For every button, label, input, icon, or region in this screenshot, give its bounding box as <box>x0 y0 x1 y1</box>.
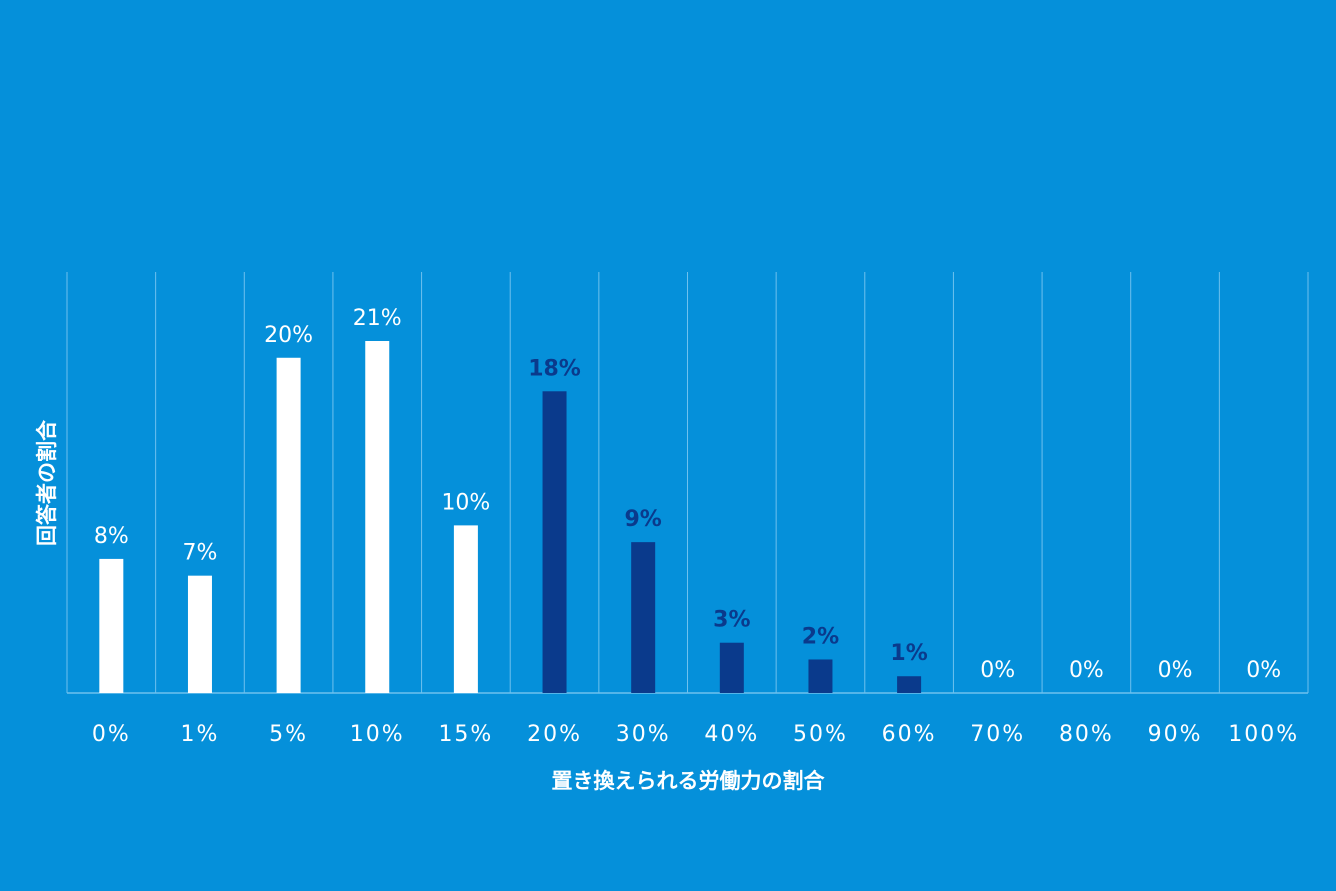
bar-1 <box>187 575 212 693</box>
data-label-8: 2% <box>802 624 839 649</box>
data-label-9: 1% <box>890 641 927 666</box>
x-tick-label-6: 30% <box>616 722 671 747</box>
data-label-3: 21% <box>353 306 402 331</box>
x-axis-label: 置き換えられる労働力の割合 <box>552 769 826 793</box>
bar-3 <box>365 341 390 693</box>
bar-9 <box>897 676 922 693</box>
data-label-7: 3% <box>713 608 750 633</box>
x-tick-label-0: 0% <box>92 722 131 747</box>
bar-7 <box>719 642 744 693</box>
x-tick-label-5: 20% <box>527 722 582 747</box>
data-label-11: 0% <box>1069 658 1104 683</box>
x-tick-label-2: 5% <box>269 722 308 747</box>
bar-6 <box>631 542 656 693</box>
data-labels-group: 8% 7% 20% 21% 10% 18% 9% 3% 2% 1% 0% 0% 0% 0% <box>94 306 1281 683</box>
bar-2 <box>276 357 301 693</box>
x-tick-label-4: 15% <box>438 722 493 747</box>
bar-8 <box>808 659 833 693</box>
data-label-2: 20% <box>264 323 313 348</box>
x-tick-label-3: 10% <box>350 722 405 747</box>
data-label-0: 8% <box>94 524 129 549</box>
bar-5 <box>542 391 567 693</box>
y-axis-label: 回答者の割合 <box>35 419 59 546</box>
x-tick-label-8: 50% <box>793 722 848 747</box>
x-tick-label-12: 90% <box>1148 722 1203 747</box>
x-tick-label-9: 60% <box>882 722 937 747</box>
data-label-4: 10% <box>441 490 490 515</box>
data-label-1: 7% <box>183 541 218 566</box>
data-label-10: 0% <box>980 658 1015 683</box>
bars-group <box>99 341 922 693</box>
data-label-6: 9% <box>624 507 661 532</box>
bar-4 <box>453 525 478 693</box>
x-tick-label-11: 80% <box>1059 722 1114 747</box>
x-tick-label-13: 100% <box>1228 722 1299 747</box>
bar-0 <box>99 558 124 693</box>
gridlines <box>66 272 1309 694</box>
data-label-5: 18% <box>528 356 581 381</box>
x-tick-label-1: 1% <box>181 722 220 747</box>
data-label-12: 0% <box>1158 658 1193 683</box>
x-tick-labels-group: 0% 1% 5% 10% 15% 20% 30% 40% 50% 60% 70% 80% 90% 100% <box>92 722 1299 747</box>
x-tick-label-10: 70% <box>970 722 1025 747</box>
x-tick-label-7: 40% <box>704 722 759 747</box>
data-label-13: 0% <box>1246 658 1281 683</box>
